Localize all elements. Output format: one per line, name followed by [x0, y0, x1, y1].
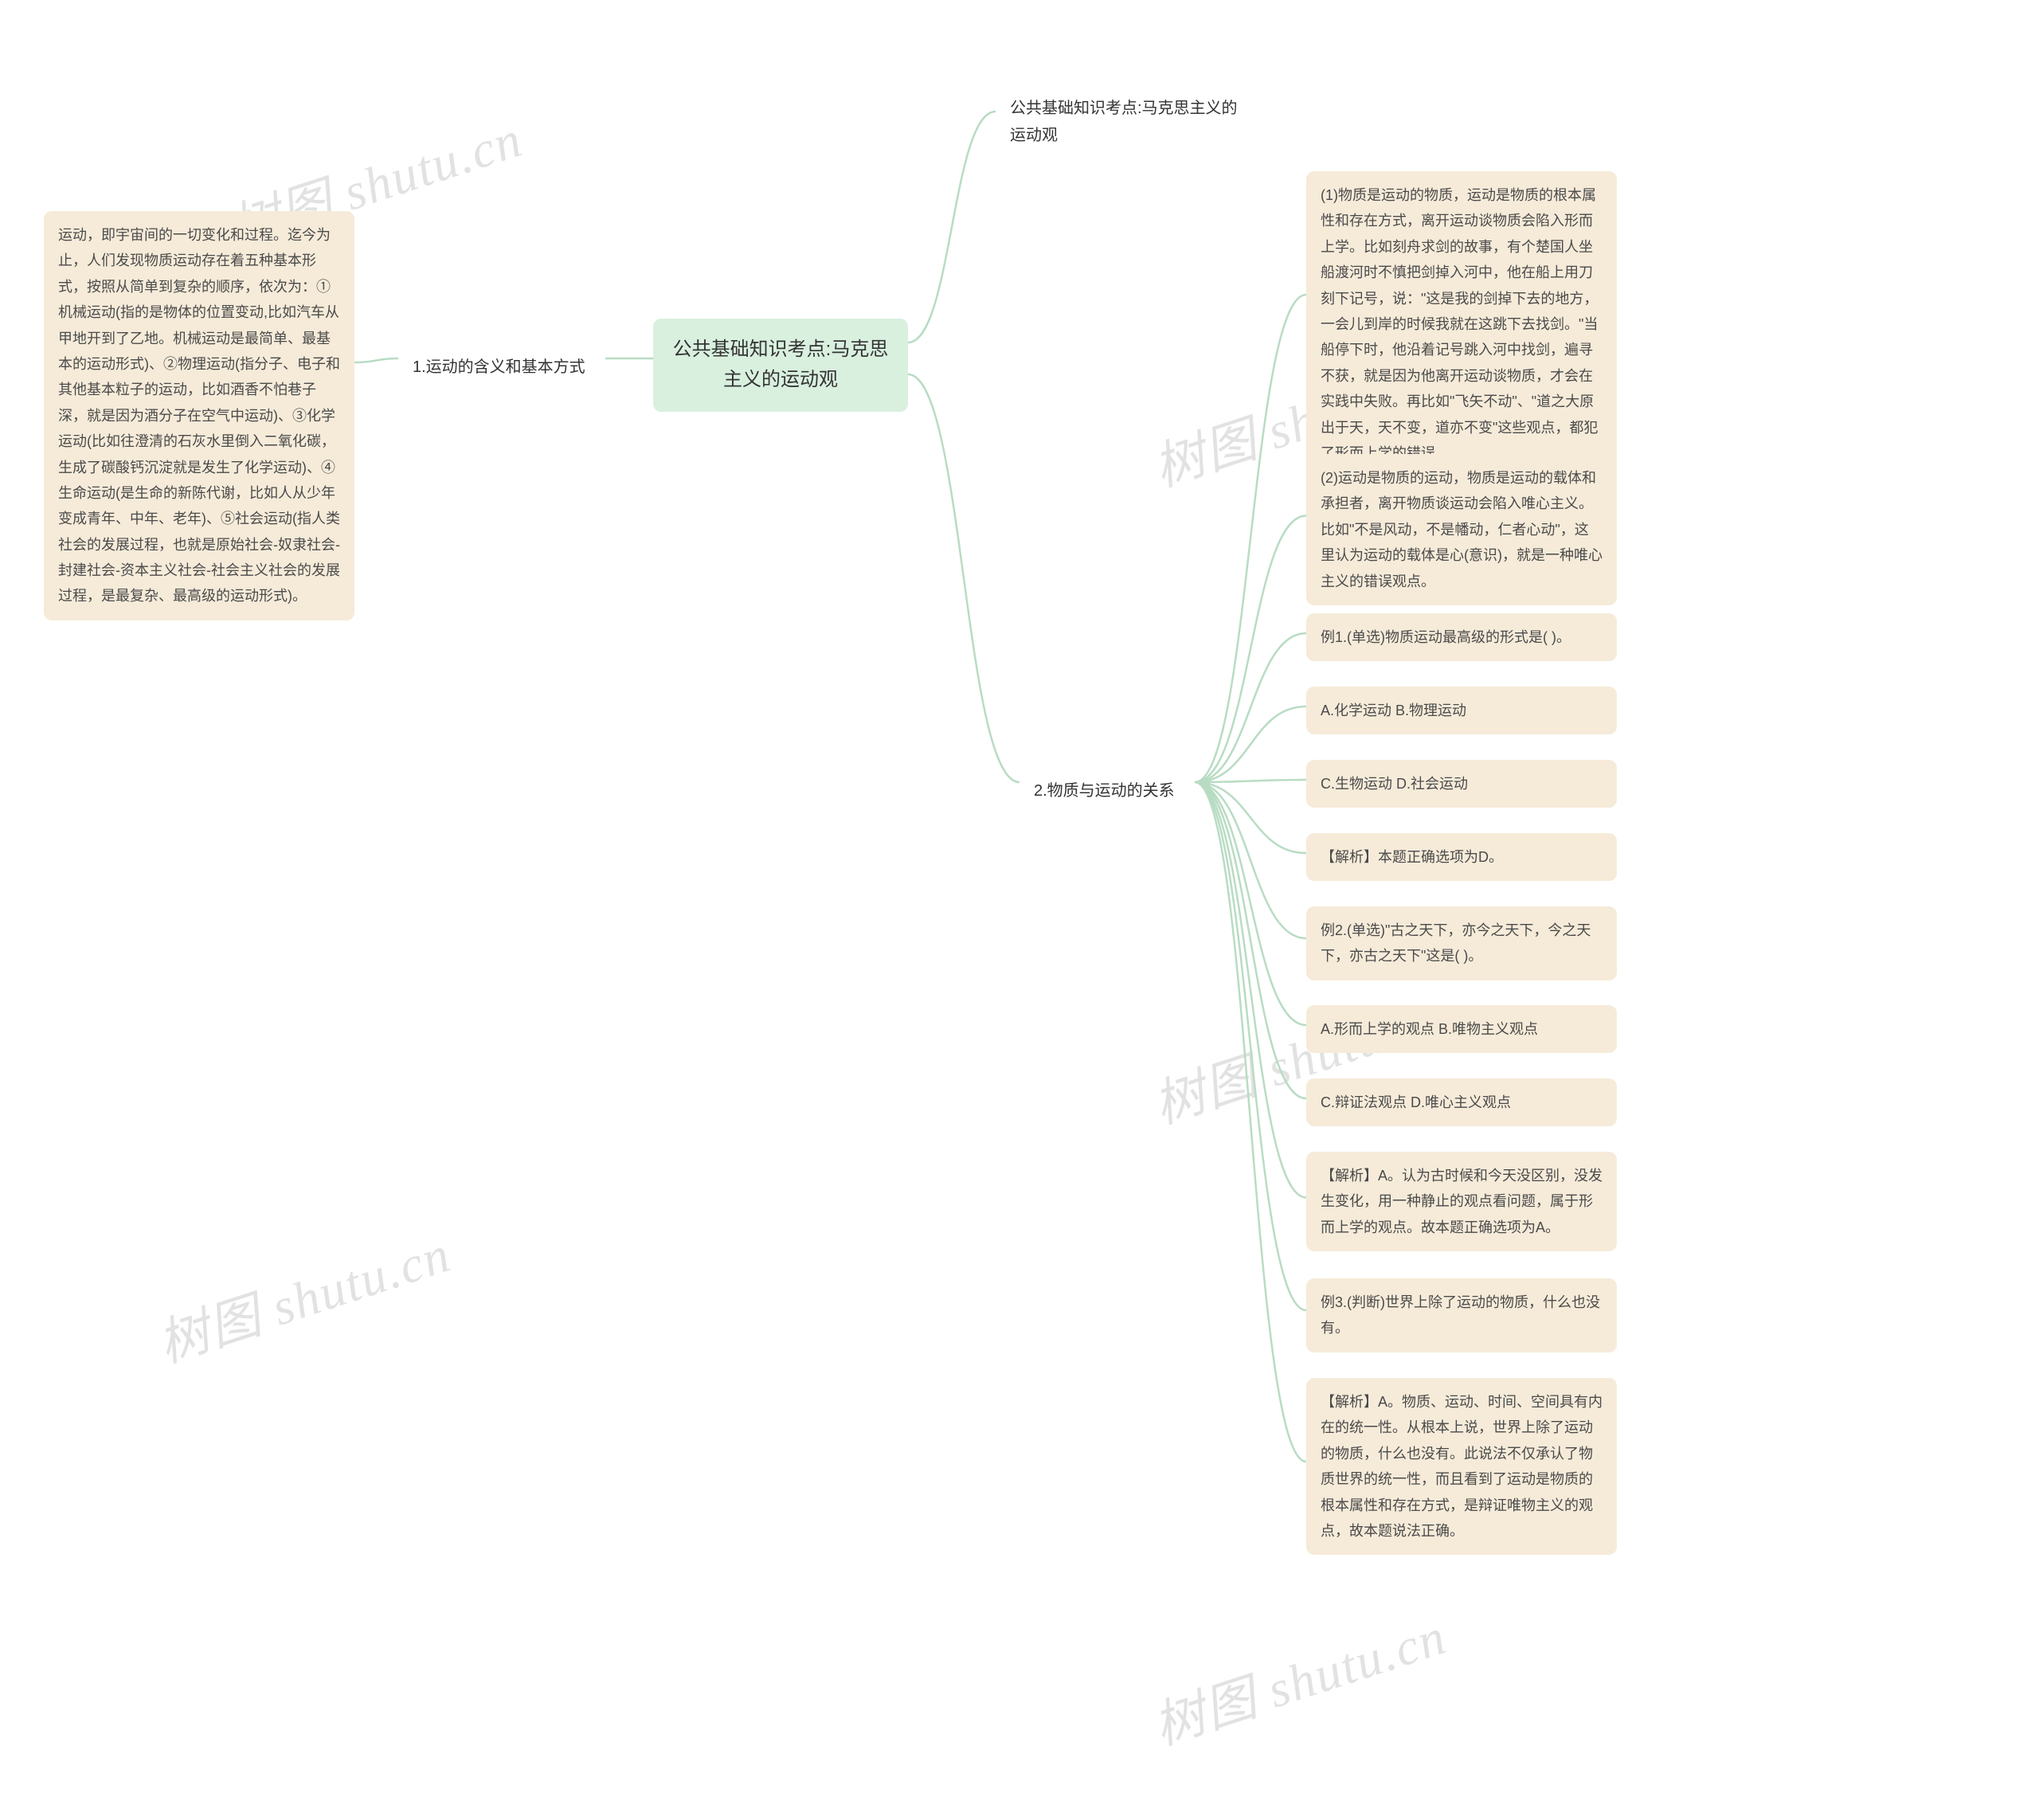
leaf-left: 运动，即宇宙间的一切变化和过程。迄今为止，人们发现物质运动存在着五种基本形式，按…: [44, 211, 354, 620]
leaf-right-1: (2)运动是物质的运动，物质是运动的载体和承担者，离开物质谈运动会陷入唯心主义。…: [1306, 454, 1617, 605]
leaf-right-0: (1)物质是运动的物质，运动是物质的根本属性和存在方式，离开运动谈物质会陷入形而…: [1306, 171, 1617, 477]
connector: [354, 358, 398, 362]
connector: [1195, 633, 1306, 782]
leaf-right-3: A.化学运动 B.物理运动: [1306, 687, 1617, 734]
leaf-right-5: 【解析】本题正确选项为D。: [1306, 833, 1617, 881]
leaf-right-8: C.辩证法观点 D.唯心主义观点: [1306, 1078, 1617, 1126]
connector: [1195, 706, 1306, 782]
center-node: 公共基础知识考点:马克思主义的运动观: [653, 319, 908, 412]
connector: [1195, 782, 1306, 1198]
leaf-right-2: 例1.(单选)物质运动最高级的形式是( )。: [1306, 613, 1617, 661]
leaf-right-11: 【解析】A。物质、运动、时间、空间具有内在的统一性。从根本上说，世界上除了运动的…: [1306, 1378, 1617, 1555]
level2-right: 2.物质与运动的关系: [1020, 766, 1195, 816]
leaf-right-4: C.生物运动 D.社会运动: [1306, 760, 1617, 808]
leaf-right-10: 例3.(判断)世界上除了运动的物质，什么也没有。: [1306, 1278, 1617, 1352]
connector: [908, 374, 1020, 782]
leaf-right-6: 例2.(单选)"古之天下，亦今之天下，今之天下，亦古之天下"这是( )。: [1306, 906, 1617, 980]
connector: [1195, 516, 1306, 783]
connector: [908, 112, 996, 342]
level2-left: 1.运动的含义和基本方式: [398, 342, 605, 392]
connector: [1195, 782, 1306, 1462]
right-top-title: 公共基础知识考点:马克思主义的运动观: [996, 84, 1258, 160]
leaf-right-9: 【解析】A。认为古时候和今天没区别，没发生变化，用一种静止的观点看问题，属于形而…: [1306, 1152, 1617, 1251]
leaf-right-7: A.形而上学的观点 B.唯物主义观点: [1306, 1005, 1617, 1053]
